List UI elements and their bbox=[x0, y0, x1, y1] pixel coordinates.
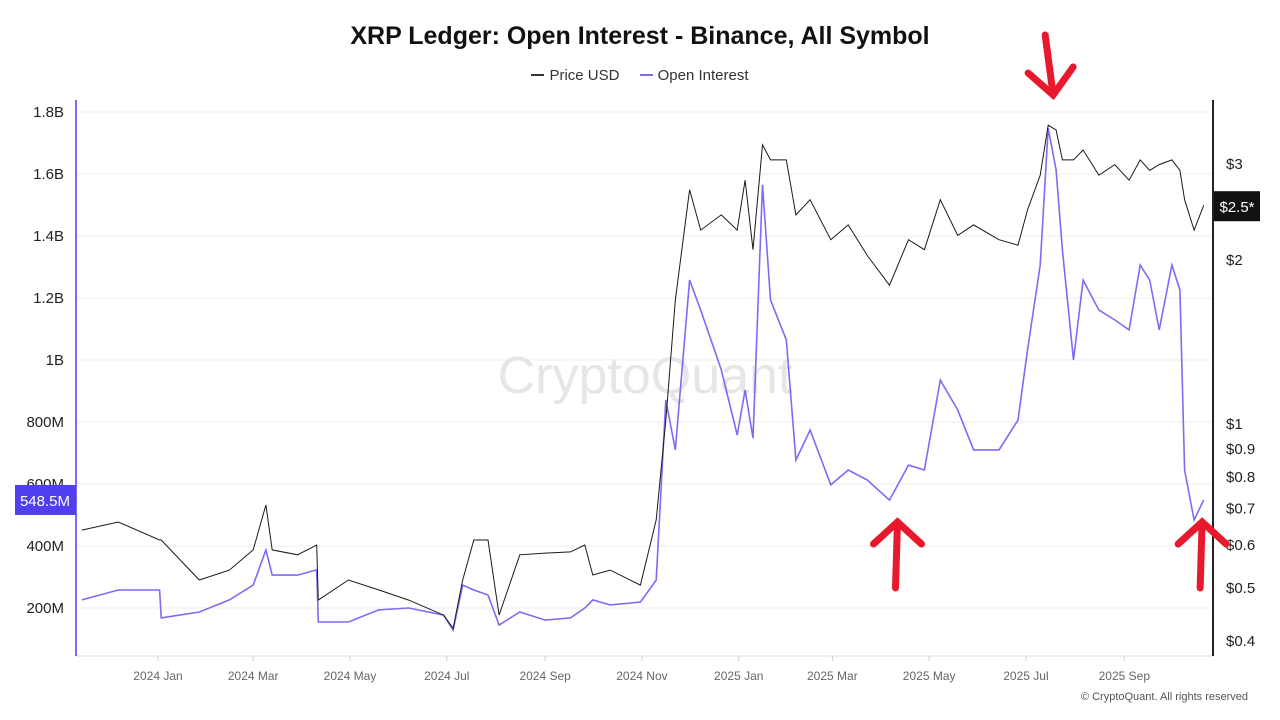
x-tick-label: 2024 Nov bbox=[616, 669, 667, 683]
arrow-up-icon bbox=[869, 517, 925, 592]
arrow-shaft bbox=[1041, 31, 1057, 99]
right-tick-label: $1 bbox=[1226, 416, 1243, 433]
watermark: CryptoQuant bbox=[498, 347, 793, 405]
right-tick-label: $0.5 bbox=[1226, 580, 1255, 597]
series-line-price bbox=[81, 124, 1205, 630]
right-tick-label: $0.8 bbox=[1226, 469, 1255, 486]
legend: Price USD Open Interest bbox=[0, 63, 1280, 84]
arrow-shaft bbox=[891, 518, 901, 592]
legend-item-price[interactable]: Price USD bbox=[531, 67, 619, 84]
right-tick-label: $3 bbox=[1226, 156, 1243, 173]
series-line-open-interest bbox=[81, 127, 1205, 633]
x-tick-label: 2024 Jan bbox=[133, 669, 182, 683]
x-tick-label: 2024 Jul bbox=[424, 669, 469, 683]
legend-swatch-price bbox=[531, 74, 545, 76]
left-tick-label: 800M bbox=[26, 414, 64, 431]
left-tick-label: 1.2B bbox=[33, 290, 64, 307]
x-tick-label: 2024 Sep bbox=[519, 669, 571, 683]
right-tick-label: $2 bbox=[1226, 252, 1243, 269]
legend-label-price: Price USD bbox=[549, 66, 620, 84]
arrow-shaft bbox=[1196, 518, 1206, 592]
legend-swatch-open-interest bbox=[639, 74, 653, 76]
oi-current-label-bg bbox=[15, 484, 76, 515]
oi-current-label: 548.5M bbox=[20, 493, 70, 510]
x-tick-label: 2025 May bbox=[903, 669, 956, 683]
x-tick-label: 2025 Sep bbox=[1099, 669, 1151, 683]
right-tick-label: $0.7 bbox=[1226, 500, 1255, 517]
arrow-down-icon bbox=[1024, 31, 1077, 101]
left-tick-label: 400M bbox=[26, 538, 64, 555]
left-tick-label: 1B bbox=[46, 352, 64, 369]
left-tick-label: 200M bbox=[26, 600, 64, 617]
left-tick-label: 1.6B bbox=[33, 166, 64, 183]
legend-label-open-interest: Open Interest bbox=[657, 66, 749, 84]
legend-item-open-interest[interactable]: Open Interest bbox=[639, 66, 749, 84]
arrow-head bbox=[869, 517, 925, 548]
x-tick-label: 2025 Jul bbox=[1003, 669, 1048, 683]
right-tick-label: $0.9 bbox=[1226, 441, 1255, 458]
arrow-head bbox=[1024, 63, 1077, 101]
x-tick-label: 2024 May bbox=[324, 669, 377, 683]
chart-title: XRP Ledger: Open Interest - Binance, All… bbox=[350, 22, 930, 50]
arrow-up-icon bbox=[1174, 517, 1230, 592]
x-tick-label: 2025 Jan bbox=[714, 669, 763, 683]
right-tick-label: $0.4 bbox=[1226, 633, 1255, 650]
copyright: © CryptoQuant. All rights reserved bbox=[1080, 691, 1248, 703]
x-tick-label: 2025 Mar bbox=[807, 669, 858, 683]
x-tick-label: 2024 Mar bbox=[228, 669, 279, 683]
price-current-label-bg bbox=[1214, 191, 1260, 222]
left-tick-label: 1.4B bbox=[33, 228, 64, 245]
right-tick-label: $0.6 bbox=[1226, 537, 1255, 554]
price-current-label: $2.5* bbox=[1219, 199, 1254, 216]
left-tick-label: 1.8B bbox=[33, 104, 64, 121]
arrow-head bbox=[1174, 517, 1230, 548]
